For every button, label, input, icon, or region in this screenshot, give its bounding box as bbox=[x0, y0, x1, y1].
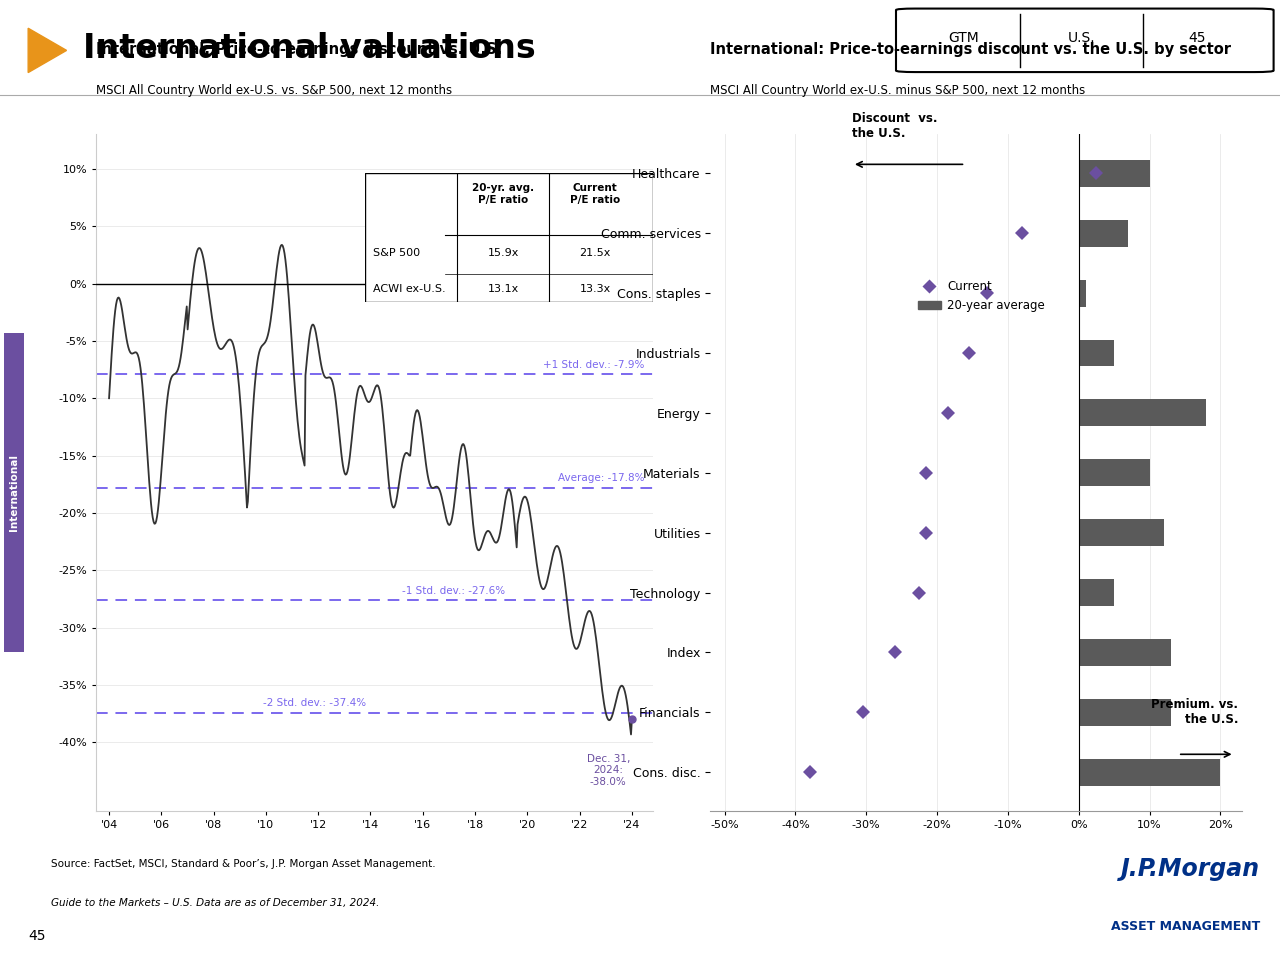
Text: -1 Std. dev.: -27.6%: -1 Std. dev.: -27.6% bbox=[402, 586, 506, 595]
Text: 15.9x: 15.9x bbox=[488, 248, 518, 258]
Bar bbox=[1079, 279, 1085, 306]
Text: S&P 500: S&P 500 bbox=[374, 248, 421, 258]
Text: International: International bbox=[9, 454, 19, 531]
Text: 13.1x: 13.1x bbox=[488, 284, 518, 295]
Bar bbox=[1079, 399, 1206, 426]
Text: Current
P/E ratio: Current P/E ratio bbox=[570, 183, 621, 204]
Text: MSCI All Country World ex-U.S. vs. S&P 500, next 12 months: MSCI All Country World ex-U.S. vs. S&P 5… bbox=[96, 84, 452, 97]
Text: Guide to the Markets – U.S. Data are as of December 31, 2024.: Guide to the Markets – U.S. Data are as … bbox=[51, 898, 380, 907]
Text: Source: FactSet, MSCI, Standard & Poor’s, J.P. Morgan Asset Management.: Source: FactSet, MSCI, Standard & Poor’s… bbox=[51, 859, 435, 869]
Bar bbox=[1079, 459, 1149, 487]
FancyBboxPatch shape bbox=[896, 9, 1274, 72]
Bar bbox=[1079, 160, 1149, 187]
Text: Average: -17.8%: Average: -17.8% bbox=[558, 473, 644, 483]
Text: 45: 45 bbox=[1188, 32, 1206, 45]
Text: U.S.: U.S. bbox=[1068, 32, 1096, 45]
Bar bbox=[4, 333, 24, 652]
Bar bbox=[1079, 340, 1114, 367]
Text: +1 Std. dev.: -7.9%: +1 Std. dev.: -7.9% bbox=[543, 360, 644, 370]
Bar bbox=[1079, 220, 1128, 247]
Text: 21.5x: 21.5x bbox=[580, 248, 611, 258]
Text: Premium. vs.
the U.S.: Premium. vs. the U.S. bbox=[1151, 698, 1238, 727]
Bar bbox=[1079, 699, 1171, 726]
Text: International: Price-to-earnings discount vs. the U.S. by sector: International: Price-to-earnings discoun… bbox=[710, 41, 1231, 57]
Text: International valuations: International valuations bbox=[83, 32, 536, 65]
Text: MSCI All Country World ex-U.S. minus S&P 500, next 12 months: MSCI All Country World ex-U.S. minus S&P… bbox=[710, 84, 1085, 97]
Text: International: Price-to-earnings discount vs. U.S.: International: Price-to-earnings discoun… bbox=[96, 41, 502, 57]
Text: 45: 45 bbox=[28, 929, 46, 943]
Text: -2 Std. dev.: -37.4%: -2 Std. dev.: -37.4% bbox=[264, 698, 366, 708]
Text: Discount  vs.
the U.S.: Discount vs. the U.S. bbox=[852, 112, 937, 140]
Text: 13.3x: 13.3x bbox=[580, 284, 611, 295]
Text: Dec. 31,
2024:
-38.0%: Dec. 31, 2024: -38.0% bbox=[586, 754, 630, 787]
Text: 20-yr. avg.
P/E ratio: 20-yr. avg. P/E ratio bbox=[472, 183, 534, 204]
Polygon shape bbox=[28, 28, 67, 73]
Bar bbox=[1079, 639, 1171, 666]
Bar bbox=[1079, 758, 1220, 785]
Text: J.P.Morgan: J.P.Morgan bbox=[1121, 857, 1261, 881]
Text: ASSET MANAGEMENT: ASSET MANAGEMENT bbox=[1111, 920, 1261, 933]
Bar bbox=[1079, 519, 1164, 546]
Text: ACWI ex-U.S.: ACWI ex-U.S. bbox=[374, 284, 445, 295]
Legend: Current, 20-year average: Current, 20-year average bbox=[913, 276, 1050, 317]
Text: GTM: GTM bbox=[948, 32, 979, 45]
Bar bbox=[1079, 579, 1114, 606]
